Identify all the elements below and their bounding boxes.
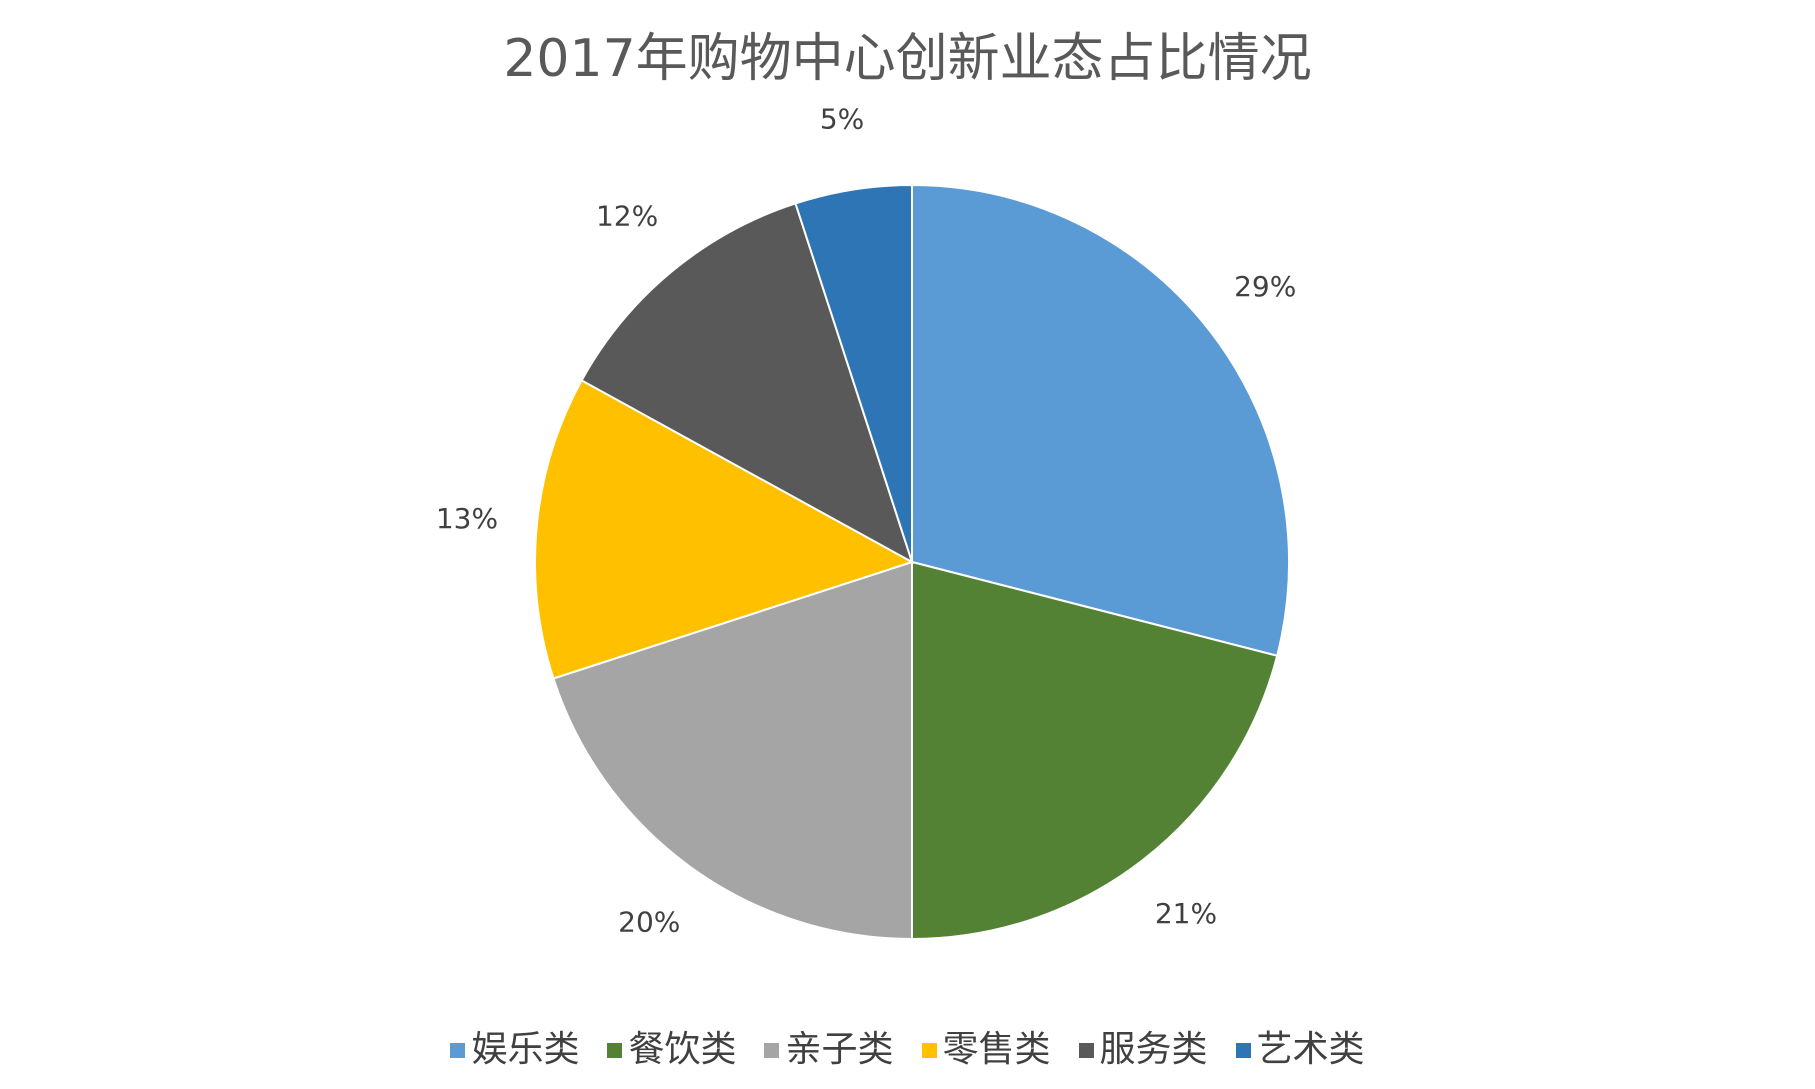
legend: 娱乐类 餐饮类 亲子类 零售类 服务类 艺术类 (0, 1028, 1815, 1072)
data-label-0: 29% (1234, 270, 1296, 303)
pie-slice-0 (911, 183, 1291, 657)
data-label-5: 5% (820, 103, 864, 136)
legend-label: 零售类 (942, 1029, 1051, 1070)
legend-label: 服务类 (1099, 1029, 1208, 1070)
legend-item-0: 娱乐类 (450, 1028, 579, 1072)
legend-item-5: 艺术类 (1235, 1028, 1365, 1072)
pie-slices (534, 183, 1291, 941)
pie-data-labels: 29% 21% 20% 13% 12% 5% (436, 103, 1296, 939)
legend-label: 艺术类 (1256, 1029, 1365, 1070)
legend-item-4: 服务类 (1078, 1028, 1208, 1072)
pie-slice-5 (794, 183, 913, 563)
legend-label: 娱乐类 (471, 1029, 580, 1070)
data-label-2: 20% (618, 906, 680, 939)
legend-swatch (607, 1042, 623, 1058)
pie-slice-2 (552, 560, 913, 941)
data-label-4: 12% (596, 200, 658, 233)
legend-item-2: 亲子类 (764, 1028, 894, 1072)
legend-label: 亲子类 (785, 1029, 894, 1070)
pie-slice-4 (580, 202, 914, 565)
chart-title: 2017年购物中心创新业态占比情况 (503, 29, 1312, 89)
legend-swatch (1235, 1042, 1251, 1058)
pie-slice-1 (911, 560, 1279, 941)
legend-swatch (764, 1042, 780, 1058)
legend-item-1: 餐饮类 (607, 1028, 736, 1072)
legend-swatch (921, 1042, 937, 1058)
legend-item-3: 零售类 (921, 1028, 1051, 1072)
legend-swatch (1078, 1042, 1094, 1058)
pie-slice-3 (534, 379, 915, 680)
legend-label: 餐饮类 (628, 1029, 737, 1070)
data-label-3: 13% (436, 502, 498, 535)
legend-swatch (450, 1042, 466, 1058)
data-label-1: 21% (1155, 897, 1217, 930)
